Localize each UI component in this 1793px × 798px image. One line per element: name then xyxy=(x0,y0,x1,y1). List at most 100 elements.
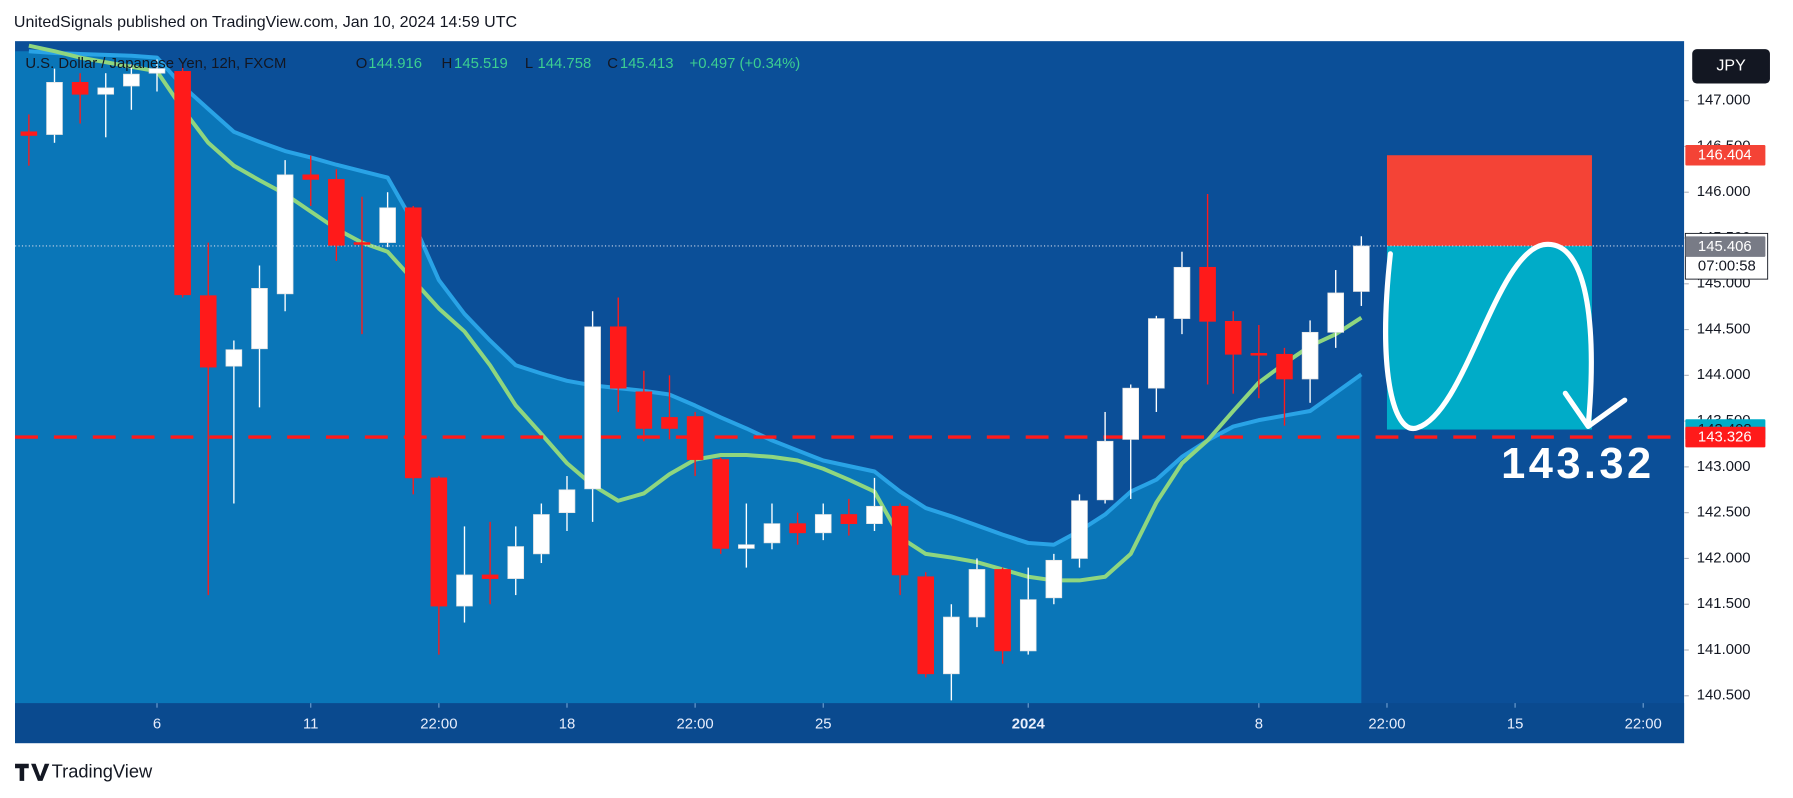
y-tick-label: 141.000 xyxy=(1697,642,1751,658)
candle-body xyxy=(1250,353,1268,356)
candle-body xyxy=(866,505,883,525)
x-tick-label: 15 xyxy=(1507,717,1524,733)
target-zone xyxy=(1386,245,1592,430)
currency-label: JPY xyxy=(1716,58,1746,75)
y-tick-label: 144.500 xyxy=(1697,321,1751,337)
candle-body xyxy=(891,505,909,576)
x-tick-label: 6 xyxy=(153,717,161,733)
candle-body xyxy=(148,68,166,74)
candle-body xyxy=(943,616,960,675)
x-tick-label: 22:00 xyxy=(1368,717,1405,733)
candle-body xyxy=(97,87,115,95)
candle-body xyxy=(481,574,499,579)
legend-key: H xyxy=(441,56,452,72)
line-badge xyxy=(1685,426,1766,448)
price-badge-label: 145.406 xyxy=(1698,239,1752,255)
candle-body xyxy=(430,477,448,607)
candle-body xyxy=(123,73,140,87)
candle-body xyxy=(379,207,396,243)
candle-body xyxy=(558,489,576,514)
y-tick-label: 143.000 xyxy=(1697,459,1751,475)
footer-logo: TradingView xyxy=(15,761,153,782)
candle-body xyxy=(302,174,320,180)
x-tick-label: 22:00 xyxy=(420,717,457,733)
candle-body xyxy=(456,574,473,607)
line-badge-label: 143.326 xyxy=(1698,430,1752,446)
candle-body xyxy=(738,544,755,549)
logo-mark xyxy=(15,763,50,781)
legend-value: 144.758 xyxy=(538,56,592,72)
y-tick-label: 147.000 xyxy=(1697,93,1751,109)
x-tick-label: 11 xyxy=(303,717,318,733)
candle-body xyxy=(1199,266,1216,322)
candle-body xyxy=(686,416,704,460)
legend-value: 145.413 xyxy=(620,56,674,72)
candle-body xyxy=(1327,292,1345,333)
candle-body xyxy=(404,207,422,479)
overlay-line xyxy=(28,49,1363,547)
candle-body xyxy=(174,71,191,296)
band-area xyxy=(15,51,1362,704)
candle-body xyxy=(507,546,525,579)
candle-body xyxy=(763,523,781,544)
candle-body xyxy=(1148,318,1165,389)
candle-body xyxy=(789,523,806,534)
y-tick-label: 145.000 xyxy=(1697,276,1751,292)
x-tick-label: 2024 xyxy=(1012,717,1046,733)
candle-body xyxy=(712,459,730,549)
candle-body xyxy=(968,569,986,618)
candle-body xyxy=(533,514,550,555)
candle-body xyxy=(251,288,268,350)
candle-body xyxy=(46,82,63,135)
candle-body xyxy=(994,569,1011,652)
candle-body xyxy=(1224,320,1242,355)
x-tick-label: 22:00 xyxy=(1625,717,1662,733)
candle-body xyxy=(1276,353,1293,380)
annotation: 143.32 xyxy=(1501,440,1654,488)
candle-body xyxy=(1301,331,1319,380)
y-tick-label: 146.000 xyxy=(1697,184,1751,200)
candle-body xyxy=(1353,245,1370,292)
arrow-head xyxy=(1562,390,1628,430)
x-tick-label: 8 xyxy=(1255,717,1263,733)
legend-title: U.S. Dollar / Japanese Yen, 12h, FXCM xyxy=(25,56,286,72)
countdown: 07:00:58 xyxy=(1698,258,1756,274)
candle-body xyxy=(1071,500,1088,559)
legend-key: C xyxy=(607,56,618,72)
main-layer xyxy=(15,59,1685,701)
candle-body xyxy=(635,391,653,429)
candle-body xyxy=(71,82,89,95)
stop-badge-label: 146.404 xyxy=(1698,148,1752,164)
candle-body xyxy=(328,179,345,246)
currency-button[interactable] xyxy=(1692,49,1770,84)
stop-badge xyxy=(1685,144,1766,166)
candle-body xyxy=(609,326,627,389)
candle-body xyxy=(20,131,38,136)
price-badge xyxy=(1685,236,1766,257)
y-tick-label: 144.000 xyxy=(1697,367,1751,383)
candle-body xyxy=(840,514,858,525)
y-tick-label: 141.500 xyxy=(1697,596,1751,612)
candle-body xyxy=(1096,440,1114,501)
candle-body xyxy=(1122,387,1140,440)
legend-change: +0.497 (+0.34%) xyxy=(690,56,801,72)
legend-key: O xyxy=(356,56,368,72)
x-tick-label: 22:00 xyxy=(677,717,714,733)
candle-body xyxy=(276,174,294,295)
candle-body xyxy=(814,514,832,534)
legend-value: 145.519 xyxy=(454,56,508,72)
legend-key: L xyxy=(525,56,533,72)
candle-body xyxy=(917,576,935,675)
candle-body xyxy=(1045,559,1063,599)
forecast-arrow xyxy=(1383,242,1594,432)
candle-body xyxy=(1019,599,1037,652)
candle-body xyxy=(1173,266,1191,319)
time-axis xyxy=(15,703,1685,744)
x-tick-label: 18 xyxy=(559,717,576,733)
candle-body xyxy=(353,242,371,245)
y-tick-label: 140.500 xyxy=(1697,688,1751,704)
y-tick-label: 142.500 xyxy=(1697,505,1751,521)
candle-body xyxy=(199,295,217,368)
